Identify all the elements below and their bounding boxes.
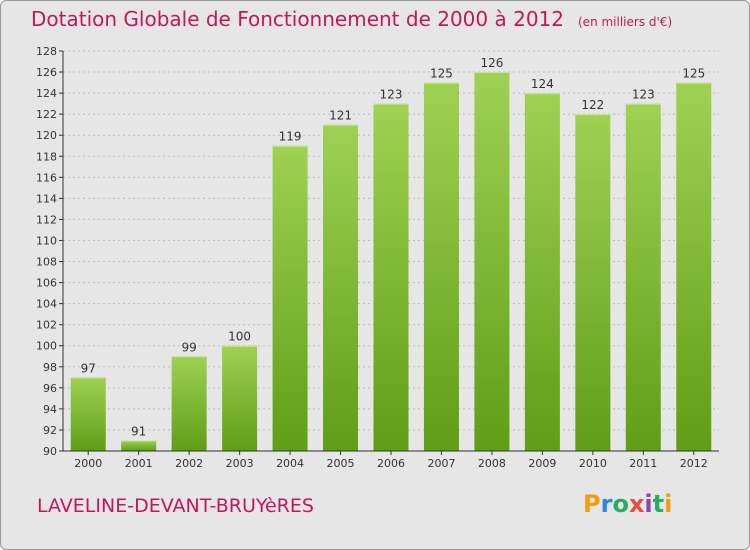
value-label-2008: 126	[480, 56, 503, 70]
value-label-2011: 123	[632, 88, 655, 102]
title-text: Dotation Globale de Fonctionnement de 20…	[31, 7, 564, 31]
value-label-2000: 97	[81, 361, 96, 375]
y-tick-label: 122	[36, 108, 57, 121]
y-tick-label: 108	[36, 256, 57, 269]
bar-2007	[423, 82, 459, 451]
value-label-2010: 122	[581, 98, 604, 112]
unit-label: (en milliers d'€)	[578, 15, 673, 29]
bar-2000	[70, 377, 106, 451]
y-tick-label: 98	[43, 361, 57, 374]
x-tick-label-2007: 2007	[427, 457, 455, 470]
value-label-2006: 123	[380, 88, 403, 102]
value-label-2005: 121	[329, 109, 352, 123]
x-tick-label-2006: 2006	[377, 457, 405, 470]
bars	[70, 72, 712, 452]
x-tick-label-2002: 2002	[175, 457, 203, 470]
bar-2004	[272, 145, 308, 451]
y-tick-label: 124	[36, 87, 57, 100]
value-label-2004: 119	[279, 130, 302, 144]
x-tick-label-2008: 2008	[478, 457, 506, 470]
value-label-2002: 99	[182, 340, 197, 354]
y-tick-label: 102	[36, 319, 57, 332]
logo-letter: i	[644, 490, 653, 518]
x-tick-label-2001: 2001	[125, 457, 153, 470]
bar-2010	[575, 114, 611, 451]
x-tick-label-2005: 2005	[327, 457, 355, 470]
x-tick-label-2004: 2004	[276, 457, 304, 470]
bar-2001	[121, 440, 157, 451]
x-tick-label-2011: 2011	[629, 457, 657, 470]
value-label-2009: 124	[531, 77, 554, 91]
value-label-2001: 91	[131, 424, 146, 438]
bar-2002	[171, 356, 207, 451]
y-tick-label: 96	[43, 382, 57, 395]
chart-title: Dotation Globale de Fonctionnement de 20…	[31, 7, 672, 31]
y-tick-label: 128	[36, 45, 57, 58]
logo-letter: P	[583, 490, 601, 518]
value-label-2003: 100	[228, 330, 251, 344]
x-tick-label-2012: 2012	[680, 457, 708, 470]
value-label-2007: 125	[430, 67, 453, 81]
logo-letter: t	[652, 490, 665, 518]
bar-2008	[474, 72, 510, 451]
x-tick-label-2000: 2000	[74, 457, 102, 470]
logo-letter: x	[628, 490, 645, 518]
y-tick-label: 114	[36, 192, 57, 205]
bar-2003	[222, 345, 258, 451]
logo-letter: r	[600, 490, 613, 518]
bar-2012	[676, 82, 712, 451]
x-tick-label-2009: 2009	[528, 457, 556, 470]
y-tick-label: 110	[36, 234, 57, 247]
y-tick-label: 118	[36, 150, 57, 163]
y-tick-label: 94	[43, 403, 57, 416]
x-tick-label-2003: 2003	[226, 457, 254, 470]
y-tick-label: 126	[36, 66, 57, 79]
y-tick-label: 100	[36, 340, 57, 353]
y-tick-label: 116	[36, 171, 57, 184]
axes	[59, 50, 719, 455]
logo-letter: i	[664, 490, 673, 518]
labels: 90 92 94 96 98 100 102 104 106 108 110 112 114 116 118…	[36, 45, 708, 470]
bar-2009	[524, 93, 560, 452]
bar-2005	[323, 124, 359, 452]
logo-letter: o	[612, 490, 629, 518]
y-tick-label: 120	[36, 129, 57, 142]
x-tick-label-2010: 2010	[579, 457, 607, 470]
y-tick-label: 106	[36, 277, 57, 290]
proxiti-logo[interactable]: Proxiti	[583, 490, 672, 518]
value-label-2012: 125	[682, 67, 705, 81]
bar-2011	[625, 103, 661, 451]
commune-name: LAVELINE-DEVANT-BRUYèRES	[37, 495, 314, 517]
y-tick-label: 90	[43, 445, 57, 458]
y-tick-label: 92	[43, 424, 57, 437]
bar-2006	[373, 103, 409, 451]
y-tick-label: 112	[36, 213, 57, 226]
y-tick-label: 104	[36, 298, 57, 311]
